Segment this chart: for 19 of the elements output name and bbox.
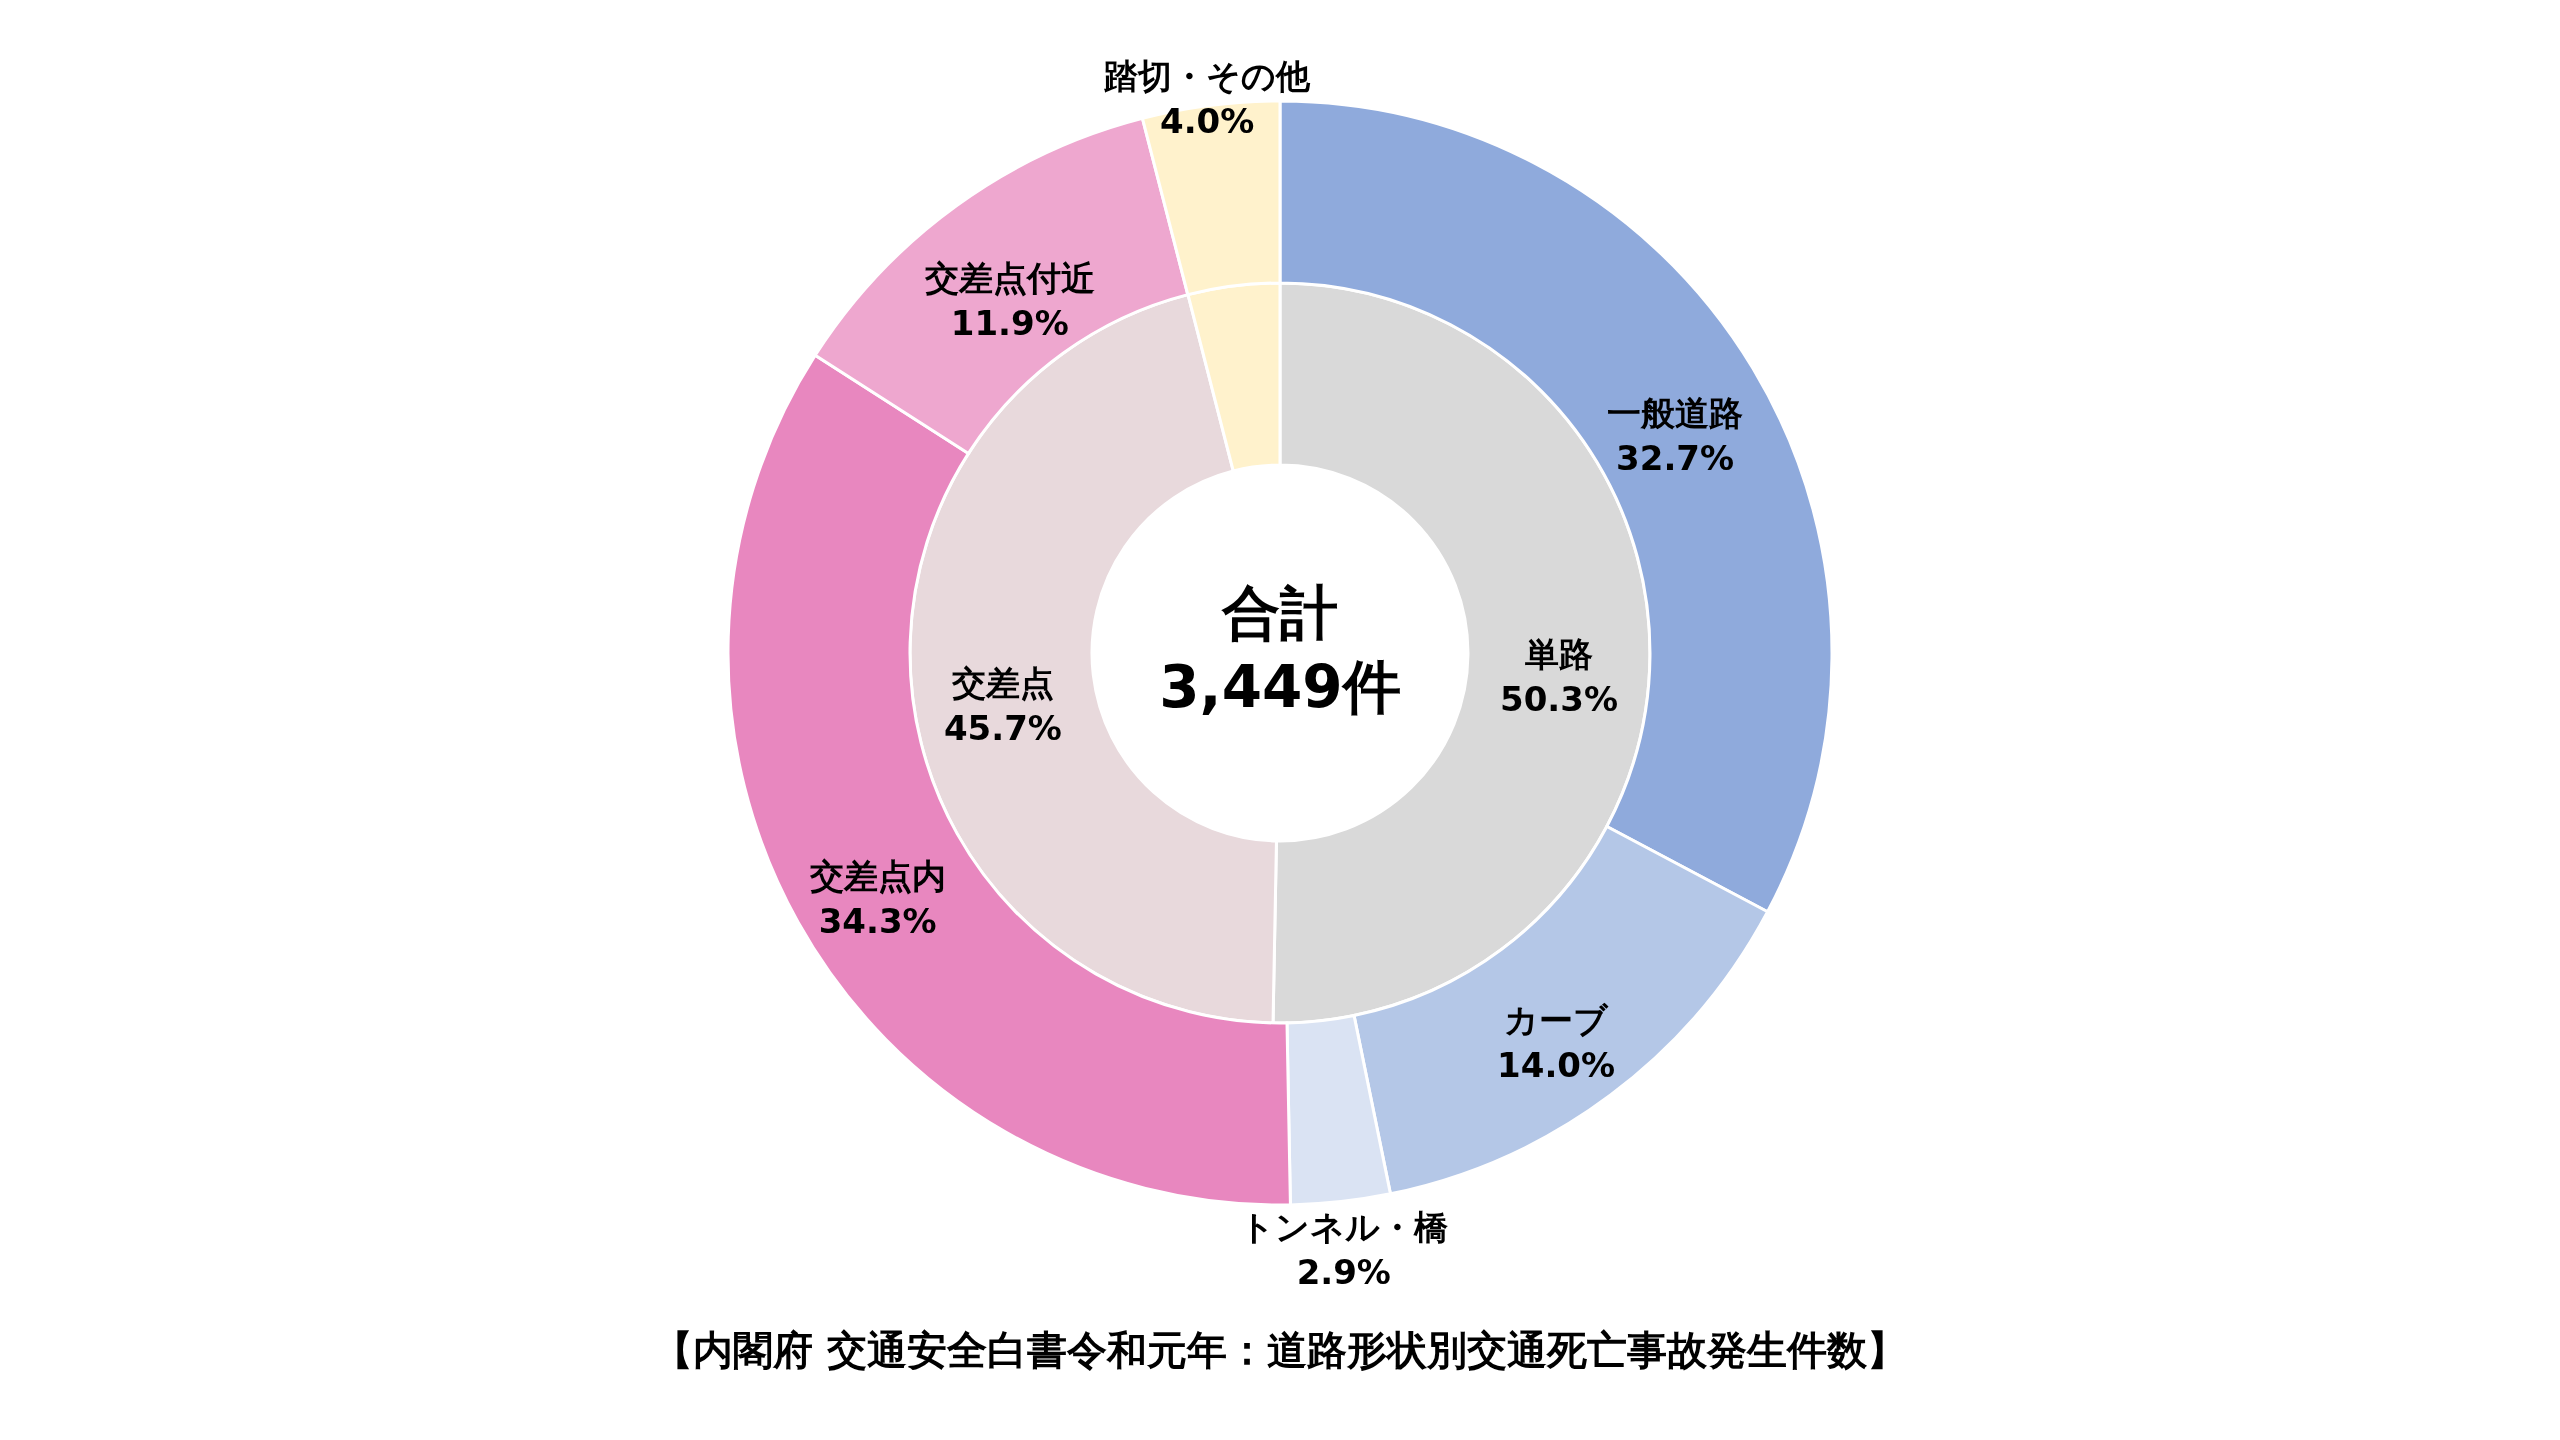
text: 合計: [1221, 579, 1338, 647]
data-label: 45.7%: [943, 708, 1062, 749]
data-label: 14.0%: [1497, 1045, 1616, 1086]
slice-label: 単路: [1524, 633, 1593, 674]
data-label: 32.7%: [1616, 438, 1735, 479]
slice-label: カーブ: [1504, 1000, 1610, 1041]
text: 3,449件: [1159, 653, 1401, 721]
slice-label: 踏切・その他: [1103, 55, 1312, 96]
data-label: 50.3%: [1500, 678, 1618, 719]
slice-label: 交差点内: [808, 856, 946, 897]
data-label: 34.3%: [818, 901, 937, 942]
slice-label: 一般道路: [1607, 393, 1744, 434]
data-label: 4.0%: [1160, 100, 1255, 141]
text: 【内閣府 交通安全白書令和元年：道路形状別交通死亡事故発生件数】: [653, 1327, 1907, 1373]
data-label: 11.9%: [950, 302, 1069, 343]
slice-label: 交差点: [950, 663, 1054, 704]
slice-label: 交差点付近: [923, 257, 1095, 298]
slice-label: トンネル・橋: [1239, 1207, 1448, 1248]
data-label: 2.9%: [1296, 1252, 1391, 1293]
